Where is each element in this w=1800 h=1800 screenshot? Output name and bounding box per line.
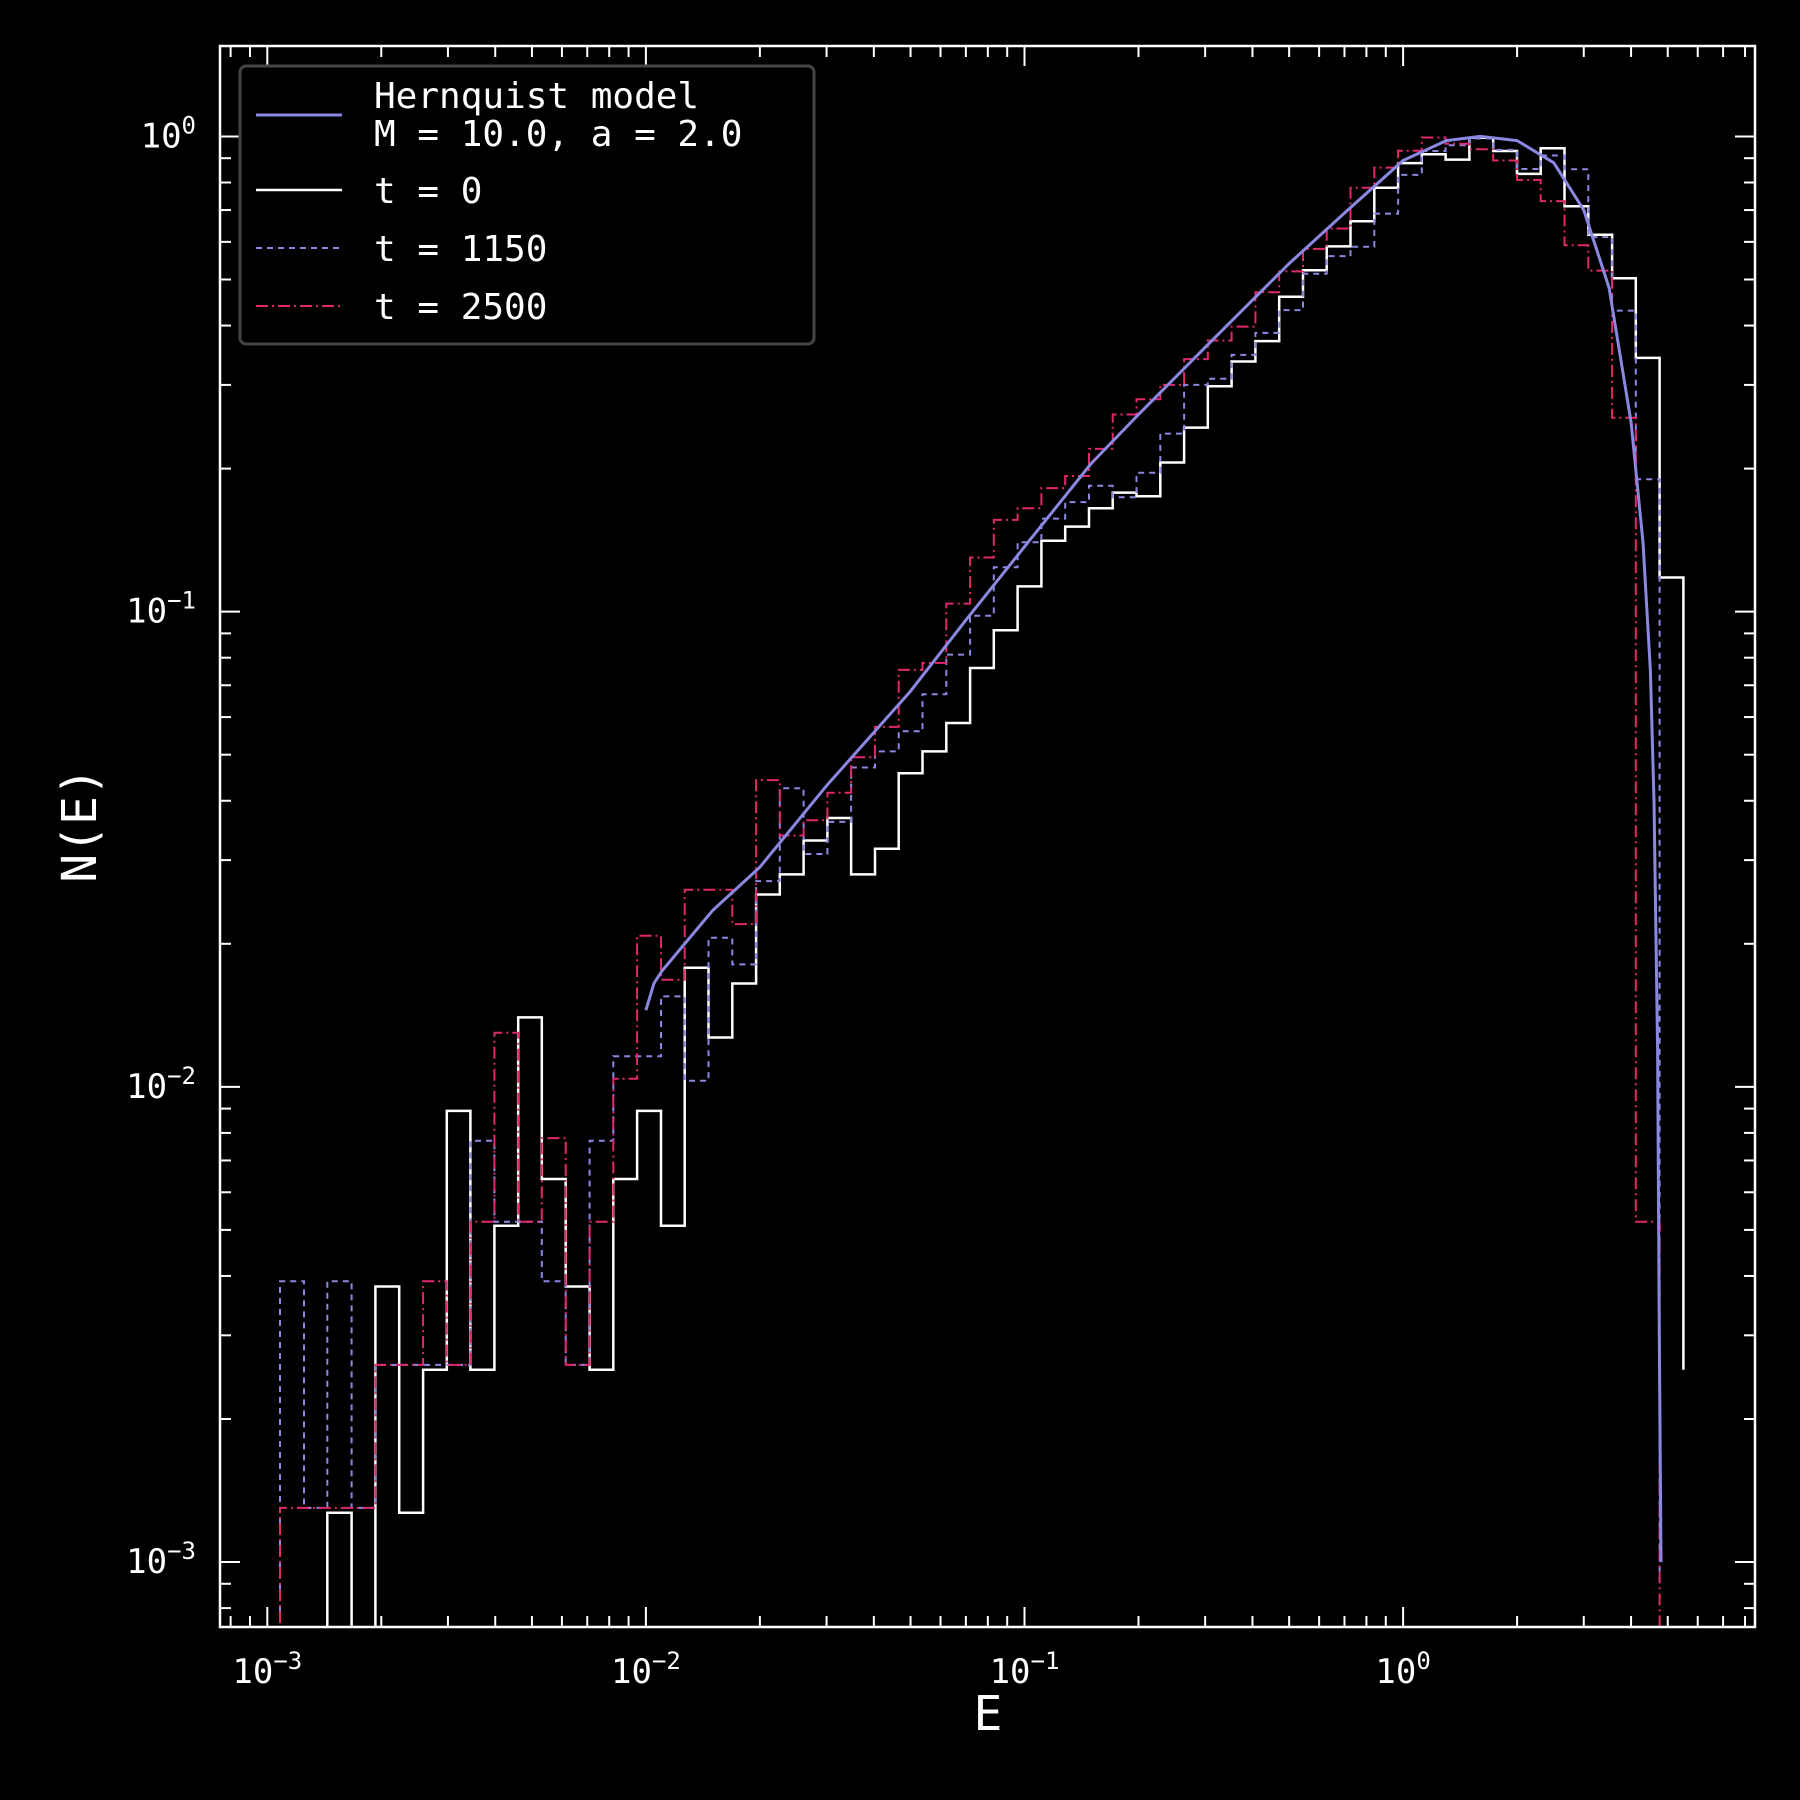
plot-area [279,134,1685,1627]
x-tick-label: 10−2 [611,1647,681,1692]
y-tick-label-exponent: −2 [167,1062,196,1090]
legend-label-t2500: t = 2500 [374,287,547,328]
y-tick-label: 100 [141,111,196,156]
y-tick-label-base: 10 [126,1542,167,1582]
hernquist-model-curve [644,134,1663,1563]
legend: Hernquist model M = 10.0, a = 2.0 t = 0 … [238,64,816,346]
legend-model-name: Hernquist model [374,76,699,117]
x-tick-label-base: 10 [232,1652,273,1692]
plot-frame [218,44,1757,1629]
x-tick-label-exponent: 0 [1416,1647,1430,1675]
y-tick-label: 10−2 [126,1062,196,1107]
y-tick-label-base: 10 [126,1067,167,1107]
y-tick-label-base: 10 [126,592,167,632]
x-tick-label: 10−3 [232,1647,302,1692]
x-tick-label-base: 10 [1375,1652,1416,1692]
y-tick-label-exponent: 0 [182,111,196,139]
y-tick-label-base: 10 [141,116,182,156]
y-tick-label: 10−1 [126,587,196,632]
y-axis-label: N(E) [52,767,108,883]
x-tick-label-base: 10 [611,1652,652,1692]
legend-label-t1150: t = 1150 [374,229,547,270]
y-tick-label: 10−3 [126,1537,196,1582]
x-tick-label: 10−1 [990,1647,1060,1692]
axis-ticks [220,46,1755,1627]
y-tick-label-exponent: −1 [167,587,196,615]
x-tick-label-exponent: −3 [273,1647,302,1675]
x-tick-label-base: 10 [990,1652,1031,1692]
series-group [279,134,1685,1627]
series-t1150-step [279,137,1661,1627]
legend-label-t0: t = 0 [374,171,482,212]
x-tick-label-exponent: −2 [652,1647,681,1675]
legend-box [238,64,816,346]
x-tick-label-exponent: −1 [1031,1647,1060,1675]
x-axis-label: E [974,1686,1003,1742]
legend-model-params: M = 10.0, a = 2.0 [374,114,742,155]
x-tick-label: 100 [1375,1647,1430,1692]
y-tick-label-exponent: −3 [167,1537,196,1565]
